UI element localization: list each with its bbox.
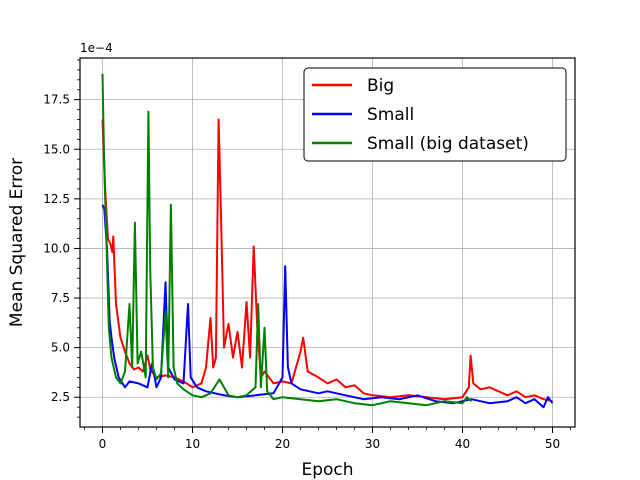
legend-label: Small xyxy=(367,105,414,125)
x-tick-label: 20 xyxy=(275,437,290,451)
y-tick-label: 5.0 xyxy=(51,341,70,355)
y-tick-label: 15.0 xyxy=(43,142,70,156)
legend: Big Small Small (big dataset) xyxy=(303,67,567,162)
x-tick-label: 0 xyxy=(99,437,107,451)
x-tick-label: 10 xyxy=(185,437,200,451)
legend-label: Small (big dataset) xyxy=(367,134,529,154)
x-tick-label: 50 xyxy=(545,437,560,451)
y-tick-label: 7.5 xyxy=(51,291,70,305)
y-axis-ticks: 2.5 5.0 7.5 10.0 12.5 15.0 17.5 xyxy=(43,59,80,418)
x-axis-label: Epoch xyxy=(301,460,353,480)
legend-box xyxy=(303,67,567,162)
y-tick-label: 12.5 xyxy=(43,192,70,206)
series-line-small-big-dataset xyxy=(101,73,473,407)
x-tick-label: 40 xyxy=(455,437,470,451)
y-tick-label: 17.5 xyxy=(43,93,70,107)
series-lines xyxy=(101,73,554,409)
legend-label: Big xyxy=(367,76,394,96)
y-axis-label: Mean Squared Error xyxy=(7,158,27,327)
x-tick-label: 30 xyxy=(365,437,380,451)
y-tick-label: 2.5 xyxy=(51,390,70,404)
series-line-big xyxy=(101,118,553,403)
axes-frame xyxy=(79,57,576,428)
x-axis-ticks: 0 10 20 30 40 50 xyxy=(84,427,571,451)
y-tick-label: 10.0 xyxy=(43,241,70,255)
y-axis-offset-label: 1e−4 xyxy=(80,41,113,55)
